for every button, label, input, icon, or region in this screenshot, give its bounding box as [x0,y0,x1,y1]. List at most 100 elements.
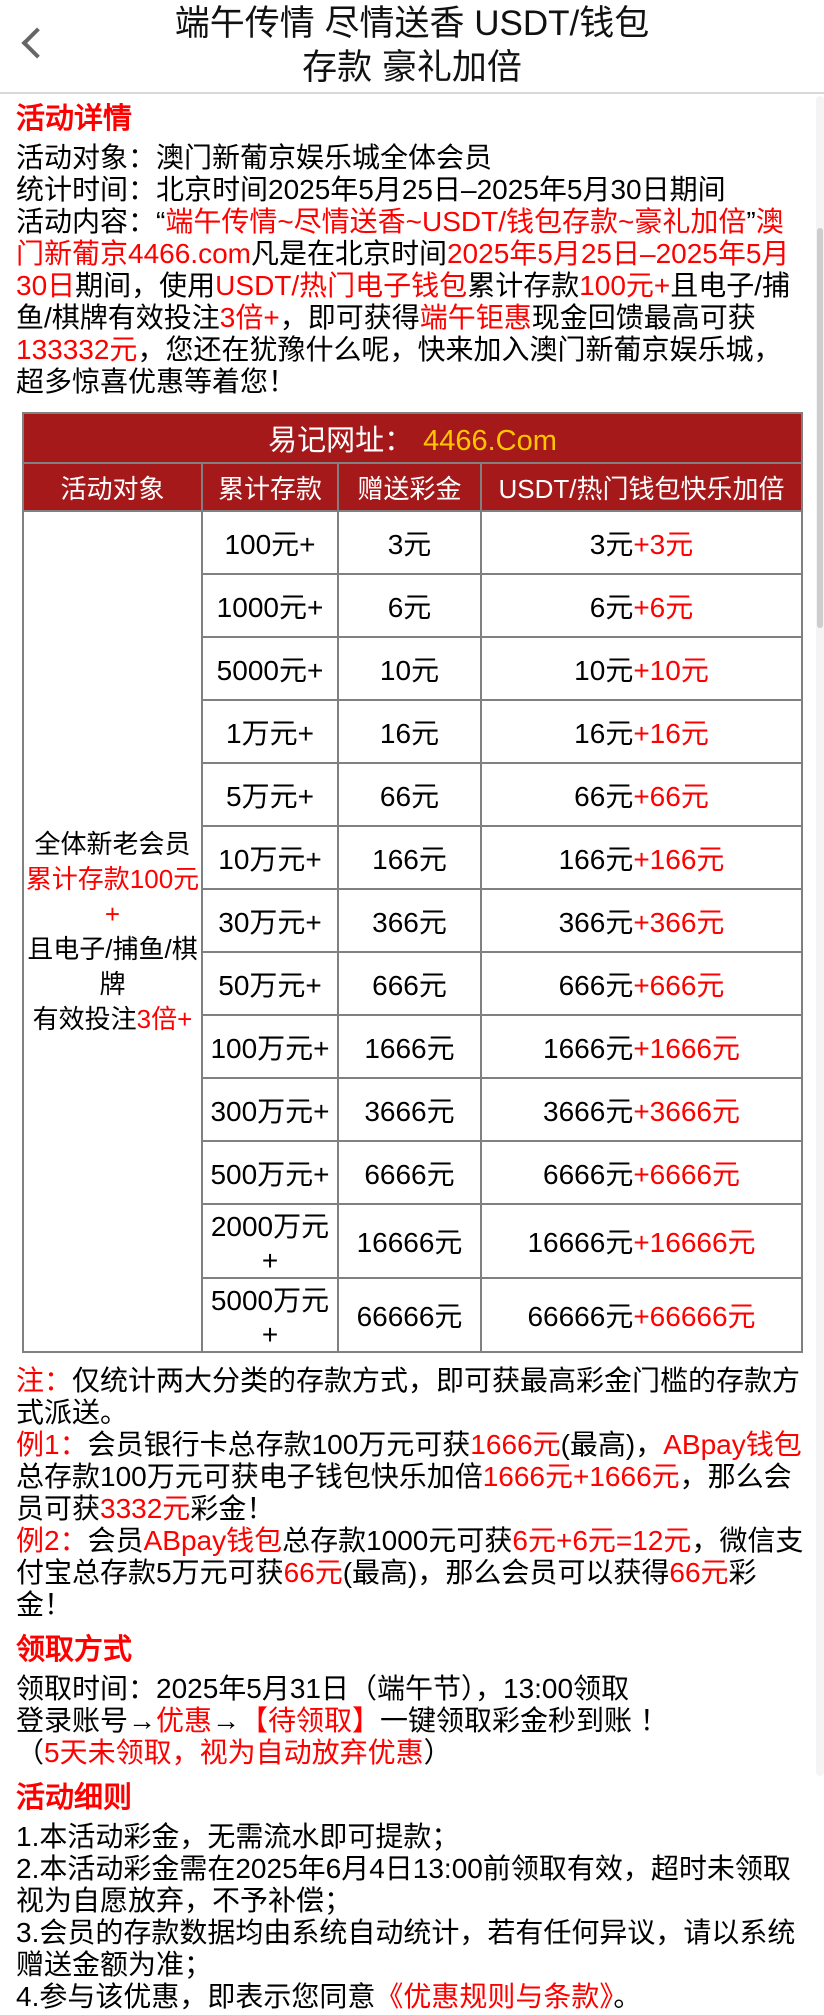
text-run: 统计时间：北京时间2025年5月25日–2025年5月30日期间 [16,174,726,205]
table-row: 30万元+ 366元 366元+366元 [23,888,804,953]
combo-cell: 16666元+16666元 [479,1203,804,1279]
text-run: 彩金！ [190,1493,275,1524]
section-heading-claim: 领取方式 [16,1634,133,1666]
deposit-cell: 50万元+ [201,951,339,1016]
text-run: 5天未领取，视为自动放弃优惠 [44,1737,424,1768]
text-run: 领取时间：2025年5月31日（端午节），13:00领取 [16,1673,630,1704]
table-row: 1000元+ 6元 6元+6元 [23,573,804,638]
rules-terms-link[interactable]: 《优惠规则与条款》 [375,1981,614,2012]
activity-details-section: 活动详情 活动对象：澳门新葡京娱乐城全体会员 统计时间：北京时间2025年5月2… [0,94,824,400]
back-button[interactable] [16,22,60,66]
table-row: 5000万元+ 66666元 66666元+66666元 [23,1277,804,1353]
example2-line: 例2：会员ABpay钱包总存款1000元可获6元+6元=12元，微信支付宝总存款… [16,1525,808,1621]
activity-target-cell-line: 且电子/捕鱼/棋牌 [24,932,201,1002]
combo-base: 6元 [589,591,634,623]
table-row: 10万元+ 166元 166元+166元 [23,825,804,890]
text-run: ABpay钱包 [143,1525,283,1556]
deposit-cell: 5万元+ [201,762,339,827]
combo-base: 16666元 [527,1227,634,1258]
activity-content-para: 活动内容：“端午传情~尽情送香~USDT/钱包存款~豪礼加倍”澳门新葡京4466… [16,206,808,398]
combo-extra: +666元 [633,969,725,1001]
deposit-cell: 100元+ [201,510,339,575]
bonus-cell: 66666元 [337,1277,482,1353]
bonus-cell: 3666元 [337,1077,482,1142]
text-run: 活动内容：“ [16,206,166,237]
text-run: 2.本活动彩金需在2025年6月4日13:00前领取有效，超时未领取视为自愿放弃… [16,1853,791,1916]
combo-cell: 6元+6元 [479,573,804,638]
combo-base: 366元 [558,906,634,938]
rule-item-2: 2.本活动彩金需在2025年6月4日13:00前领取有效，超时未领取视为自愿放弃… [16,1853,808,1917]
notes-section: 注：仅统计两大分类的存款方式，即可获最高彩金门槛的存款方式派送。 例1：会员银行… [0,1363,824,1623]
combo-cell: 6666元+6666元 [479,1140,804,1205]
text-run: 【待领取】 [240,1705,381,1736]
deposit-cell: 10万元+ [201,825,339,890]
scrollbar-thumb[interactable] [817,228,823,628]
bonus-cell: 66元 [337,762,482,827]
combo-cell: 366元+366元 [479,888,804,953]
deposit-cell: 500万元+ [201,1140,339,1205]
combo-extra: +166元 [633,843,725,875]
combo-base: 16元 [574,717,634,749]
text-run: 活动对象：澳门新葡京娱乐城全体会员 [16,142,493,173]
col-header-bonus: 赠送彩金 [337,462,482,512]
combo-extra: +66666元 [633,1301,756,1332]
text-run: ABpay钱包 [663,1429,802,1460]
claim-expire-line: （5天未领取，视为自动放弃优惠） [16,1737,808,1769]
rule-item-1: 1.本活动彩金，无需流水即可提款； [16,1821,808,1853]
text-run: 有效投注 [32,1003,137,1034]
combo-cell: 666元+666元 [479,951,804,1016]
text-run: 累计存款 [467,270,580,301]
text-run: 3.会员的存款数据均由系统自动统计，若有任何异议，请以系统赠送金额为准； [16,1917,796,1980]
text-run: 注： [16,1365,73,1396]
text-run: 例2： [16,1525,88,1556]
text-run: 1.本活动彩金，无需流水即可提款； [16,1821,460,1852]
promo-table-body: 全体新老会员 累计存款100元+ 且电子/捕鱼/棋牌 有效投注3倍+ 100元+ 3元 3元… [22,510,804,1353]
page-title: 端午传情 尽情送香 USDT/钱包 存款 豪礼加倍 [0,0,824,90]
text-run: ） [423,1737,452,1768]
stats-time-line: 统计时间：北京时间2025年5月25日–2025年5月30日期间 [16,174,808,206]
combo-extra: +366元 [633,906,725,938]
text-run: 且电子/捕鱼/棋牌有效投注 [16,270,791,333]
bonus-cell: 10元 [337,636,482,701]
text-run: 一键领取彩金秒到账 ！ [380,1705,668,1736]
scrollbar-track[interactable] [816,96,824,1776]
rule-item-4: 4.参与该优惠，即表示您同意《优惠规则与条款》。 [16,1981,808,2013]
deposit-cell: 100万元+ [201,1014,339,1079]
text-run: 期间，使用 [75,270,216,301]
table-row: 50万元+ 666元 666元+666元 [23,951,804,1016]
activity-target-cell-line: 全体新老会员 [24,827,201,862]
text-run: 总存款1000元可获 [282,1525,513,1556]
table-row: 5万元+ 66元 66元+66元 [23,762,804,827]
text-run: 3倍+ [219,302,280,333]
text-run: 1666元 [470,1429,561,1460]
text-run: 例1： [16,1429,88,1460]
activity-target-cell-line: 累计存款100元+ [24,862,201,932]
text-run: 133332元 [16,334,138,365]
text-run: 66元 [669,1557,729,1588]
col-header-target: 活动对象 [22,462,203,512]
page-title-line1: 端午传情 尽情送香 USDT/钱包 [174,4,650,43]
combo-cell: 166元+166元 [479,825,804,890]
bonus-cell: 366元 [337,888,482,953]
text-run: ，微信支付宝总存款5万元可获 [16,1525,804,1588]
text-run: 4.参与该优惠，即表示您同意 [16,1981,376,2012]
text-run: ，您还在犹豫什么呢，快来加入澳门新葡京娱乐城，超多惊喜优惠等着您！ [16,334,782,397]
table-header-row: 活动对象 累计存款 赠送彩金 USDT/热门钱包快乐加倍 [22,462,804,512]
text-run: 会员银行卡总存款100万元可获 [87,1429,471,1460]
combo-extra: +1666元 [633,1032,740,1064]
bonus-cell: 3元 [337,510,482,575]
deposit-cell: 300万元+ [201,1077,339,1142]
text-run: 彩金！ [16,1557,757,1620]
combo-extra: +3666元 [633,1095,740,1127]
text-run: 澳门新葡京4466.com [16,206,784,269]
deposit-cell: 1000元+ [201,573,339,638]
table-row: 5000元+ 10元 10元+10元 [23,636,804,701]
combo-cell: 3666元+3666元 [479,1077,804,1142]
text-run: 登录账号→ [16,1705,157,1736]
text-run: ” [746,206,756,237]
bonus-cell: 16666元 [337,1203,482,1279]
text-run: 1666元+1666元 [482,1461,680,1492]
bonus-cell: 6元 [337,573,482,638]
rule-item-3: 3.会员的存款数据均由系统自动统计，若有任何异议，请以系统赠送金额为准； [16,1917,808,1981]
text-run: 。 [613,1981,642,2012]
